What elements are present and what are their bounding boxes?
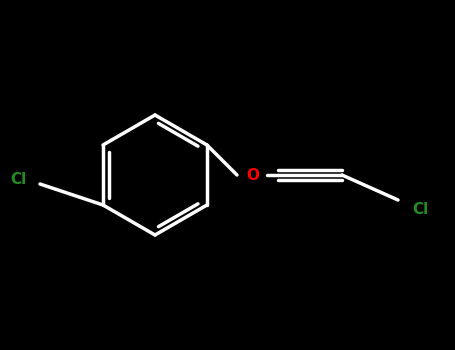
Text: Cl: Cl bbox=[10, 172, 26, 187]
Text: Cl: Cl bbox=[412, 203, 428, 217]
Text: O: O bbox=[247, 168, 259, 182]
